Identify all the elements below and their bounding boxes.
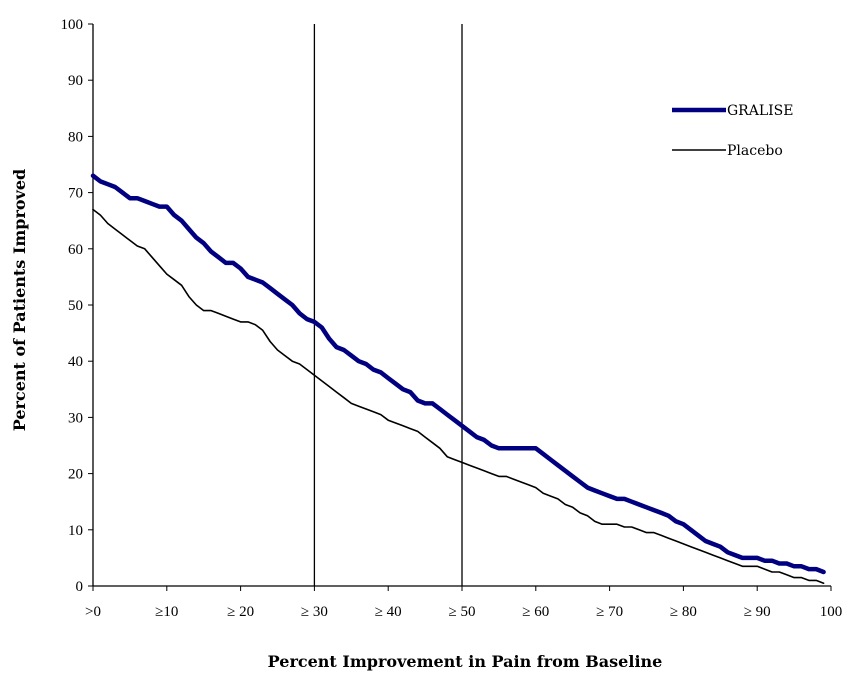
y-tick-label: 20 — [68, 467, 83, 483]
x-tick-label: ≥ 80 — [670, 604, 697, 620]
y-tick-label: 80 — [68, 129, 83, 145]
series-line-placebo — [92, 208, 825, 584]
y-tick-label: 70 — [68, 186, 83, 202]
series-line-gralise — [90, 173, 826, 575]
y-tick-label: 40 — [68, 354, 83, 370]
tick-labels: 0 10 20 30 40 50 60 70 80 90 100 >0 ≥10 ≥ 20 ≥ 30 ≥ 40 ≥… — [61, 17, 843, 620]
y-tick-label: 30 — [68, 410, 83, 426]
y-tick-label: 0 — [76, 579, 84, 595]
y-tick-label: 100 — [61, 17, 84, 33]
x-tick-label: ≥ 50 — [449, 604, 476, 620]
x-tick-label: ≥ 30 — [301, 604, 328, 620]
x-tick-label: ≥ 90 — [744, 604, 771, 620]
y-tick-label: 60 — [68, 242, 83, 258]
x-tick-label: ≥ 20 — [227, 604, 254, 620]
x-tick-label: ≥ 70 — [596, 604, 623, 620]
y-tick-label: 50 — [68, 298, 83, 314]
y-tick-label: 10 — [68, 523, 83, 539]
x-tick-label: ≥ 40 — [375, 604, 402, 620]
reference-lines — [313, 24, 463, 586]
y-tick-label: 90 — [68, 73, 83, 89]
x-tick-label: 100 — [820, 604, 843, 620]
x-axis-title: Percent Improvement in Pain from Baselin… — [268, 652, 663, 671]
legend: GRALISE Placebo — [672, 103, 793, 159]
x-tick-label: ≥ 60 — [522, 604, 549, 620]
x-tick-label: >0 — [85, 604, 101, 620]
y-axis-title: Percent of Patients Improved — [10, 169, 29, 431]
legend-label-placebo: Placebo — [727, 143, 783, 159]
x-tick-label: ≥10 — [155, 604, 178, 620]
legend-label-gralise: GRALISE — [727, 103, 793, 119]
series-layer — [90, 173, 826, 584]
